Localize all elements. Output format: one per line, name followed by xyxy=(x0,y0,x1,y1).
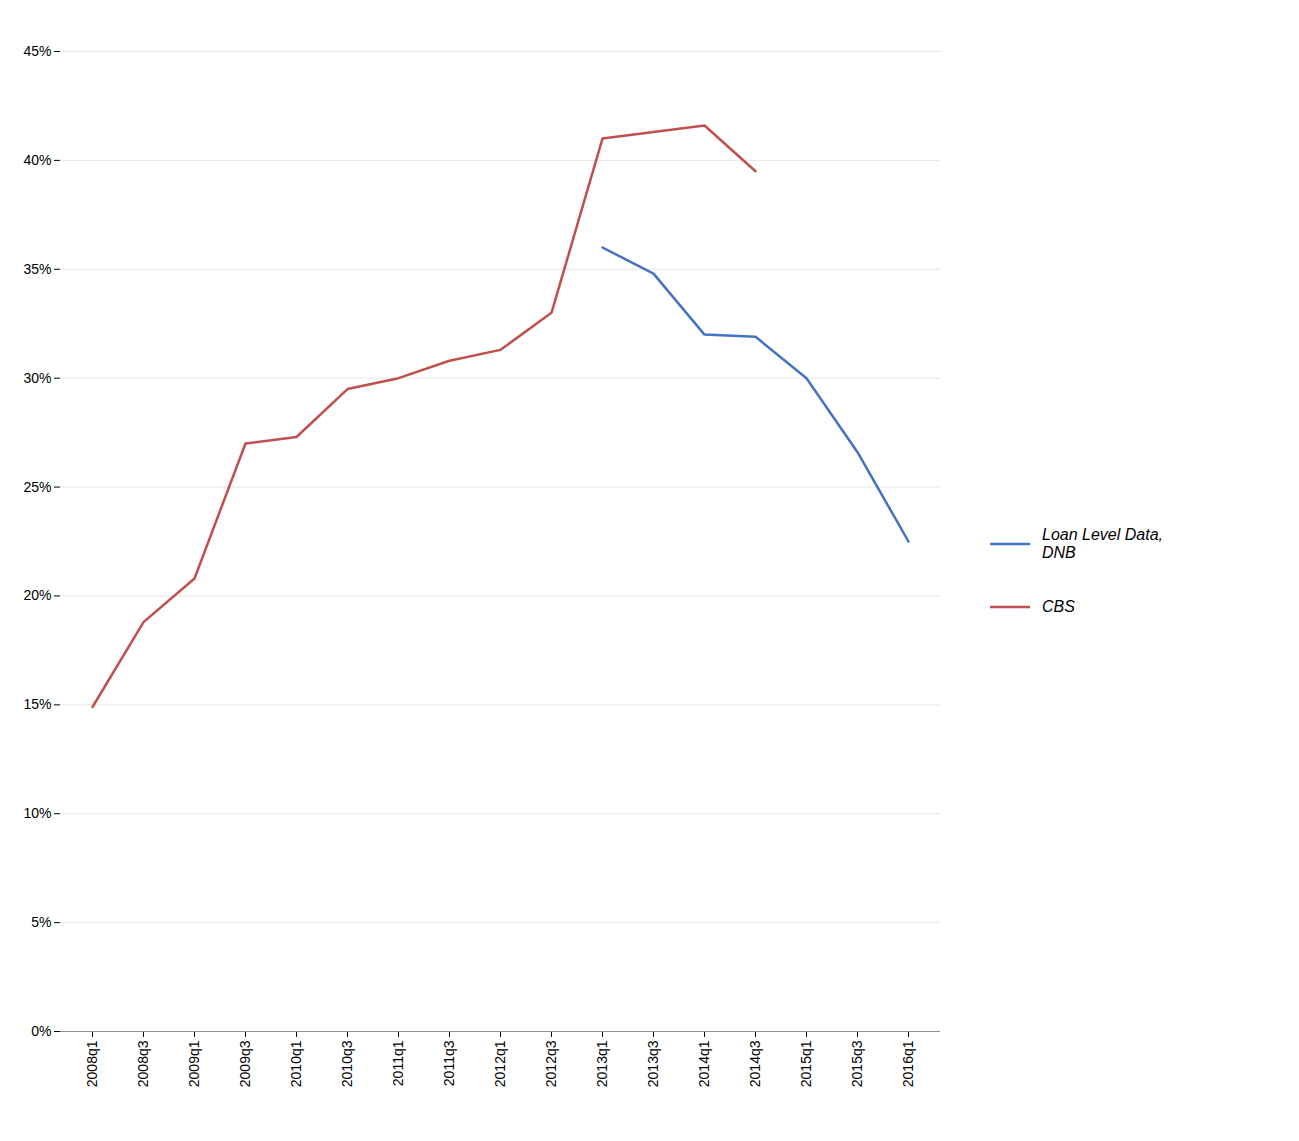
svg-text:2009q3: 2009q3 xyxy=(237,1040,253,1087)
svg-text:25%: 25% xyxy=(23,478,51,494)
svg-text:15%: 15% xyxy=(23,696,51,712)
svg-text:2010q1: 2010q1 xyxy=(288,1040,304,1087)
svg-text:2015q3: 2015q3 xyxy=(849,1040,865,1087)
svg-text:30%: 30% xyxy=(23,369,51,385)
svg-text:2012q3: 2012q3 xyxy=(543,1040,559,1087)
svg-text:10%: 10% xyxy=(23,805,51,821)
svg-text:2013q1: 2013q1 xyxy=(594,1040,610,1087)
svg-text:45%: 45% xyxy=(23,42,51,58)
svg-text:2016q1: 2016q1 xyxy=(900,1040,916,1087)
svg-text:40%: 40% xyxy=(23,151,51,167)
svg-text:2010q3: 2010q3 xyxy=(339,1040,355,1087)
html-text:Loan Level Data, DNB: Loan Level Data, DNB xyxy=(1042,525,1163,561)
svg-text:20%: 20% xyxy=(23,587,51,603)
svg-text:2013q3: 2013q3 xyxy=(645,1040,661,1087)
svg-text:2008q3: 2008q3 xyxy=(135,1040,151,1087)
svg-text:2008q1: 2008q1 xyxy=(84,1040,100,1087)
svg-text:2014q3: 2014q3 xyxy=(747,1040,763,1087)
svg-text:0%: 0% xyxy=(31,1022,51,1038)
svg-text:2012q1: 2012q1 xyxy=(492,1040,508,1087)
svg-text:35%: 35% xyxy=(23,260,51,276)
svg-text:2011q3: 2011q3 xyxy=(441,1040,457,1086)
svg-text:2011q1: 2011q1 xyxy=(390,1040,406,1086)
svg-text:2014q1: 2014q1 xyxy=(696,1040,712,1087)
html-text:CBS: CBS xyxy=(1042,597,1075,615)
svg-text:5%: 5% xyxy=(31,914,51,930)
svg-text:2015q1: 2015q1 xyxy=(798,1040,814,1087)
svg-text:2009q1: 2009q1 xyxy=(186,1040,202,1087)
